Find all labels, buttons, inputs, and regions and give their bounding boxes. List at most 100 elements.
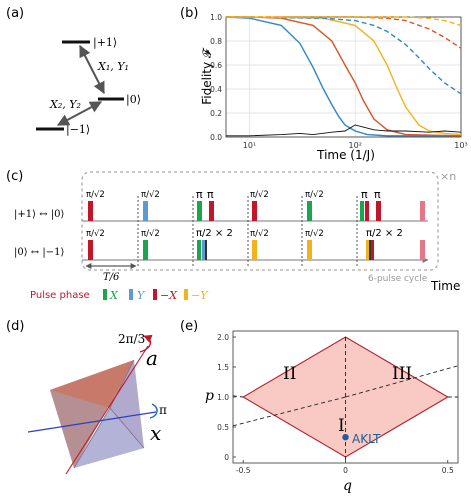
pulse-x: [360, 201, 364, 221]
pulse-label: π: [196, 188, 203, 201]
y-tick-label: 0.5: [217, 423, 229, 432]
pulse-end: [420, 201, 425, 221]
fidelity-x-ticks: 10¹ 10² 10³: [243, 141, 468, 150]
tetra-edge: [73, 407, 111, 469]
legend-label-x: X: [109, 289, 119, 302]
fidelity-series-line: [226, 124, 462, 137]
x-tick-label: 10³: [454, 141, 467, 150]
panel-c: (c) ×n 6-pulse cycle |+1⟩ ↔ |0⟩ |0⟩ ↔ |−…: [6, 169, 460, 302]
pulse-neg-x: [252, 201, 257, 221]
pulse-dark: [369, 240, 371, 260]
pulse-phase-legend: Pulse phase X Y −X −Y: [30, 289, 209, 302]
rotation-x-angle: π: [159, 403, 167, 417]
panel-b: (b) 1.0 0.8 0.6 0.4 0.2 0.0 10¹ 10² 10³ Fidelit…: [180, 6, 468, 162]
transition-1-arrow: [79, 44, 105, 95]
y-tick-label: 1.0: [210, 13, 222, 22]
pulse-label: π/√2: [250, 229, 269, 239]
pulse-neg-x: [371, 240, 374, 260]
panel-d: (d) 2π/3 a π x: [6, 319, 167, 475]
panel-e-tag: (e): [180, 319, 198, 334]
axis-a: [65, 345, 149, 475]
rotation-a-angle: 2π/3: [118, 332, 145, 346]
x-tick-label: -0.5: [236, 466, 251, 475]
cycle-separators: [137, 196, 358, 268]
panel-e: (e) -0.5 0 0.5 00.51.01.52.0 p q II III I …: [180, 319, 459, 494]
row1-pulses: [88, 201, 425, 221]
fidelity-series: [225, 16, 462, 137]
legend-swatch-x: [103, 289, 107, 300]
row2-pulse-labels: π/√2 π/√2 π/2 × 2 π/√2 π/√2 π/2 × 2: [86, 228, 403, 239]
pulse-y: [143, 201, 148, 221]
legend-label-neg-y: −Y: [191, 289, 209, 302]
level-minus1-label: |−1⟩: [66, 123, 90, 137]
pulse-neg-x: [88, 240, 93, 260]
x-tick-label: 10²: [349, 141, 362, 150]
fidelity-grid: [226, 16, 462, 138]
panel-c-tag: (c): [6, 169, 23, 184]
fidelity-plot-frame: [225, 16, 462, 138]
rotation-a-arrow: [139, 334, 153, 353]
legend-label-y: Y: [137, 289, 146, 302]
level-zero-label: |0⟩: [126, 93, 141, 107]
row1-label: |+1⟩ ↔ |0⟩: [14, 209, 64, 220]
row2-pulses: [88, 240, 425, 260]
phase-x-ticks: -0.5 0 0.5: [236, 460, 454, 475]
panel-a-tag: (a): [6, 6, 24, 21]
fidelity-series-line: [225, 16, 461, 137]
pulse-neg-x: [88, 201, 93, 221]
pulse-neg-x: [376, 201, 381, 221]
pulse-label: π/2 × 2: [196, 228, 233, 239]
fidelity-series-line: [226, 16, 462, 49]
panel-d-tag: (d): [6, 319, 24, 334]
y-tick-label: 2.0: [217, 333, 229, 342]
x-tick-label: 0.5: [442, 466, 454, 475]
legend-swatch-neg-y: [184, 289, 188, 300]
fidelity-series-line: [226, 16, 462, 27]
legend-swatch-y: [129, 289, 133, 300]
y-tick-label: 1.5: [217, 363, 229, 372]
pulse-x: [307, 201, 312, 221]
pulse-neg-x: [365, 201, 369, 221]
pulse-label: π: [374, 188, 381, 201]
pulse-neg-y: [307, 240, 312, 260]
phase-x-label: q: [343, 478, 352, 494]
level-plus1-label: |+1⟩: [93, 36, 117, 50]
y-tick-label: 1.0: [217, 393, 229, 402]
pulse-x: [143, 240, 148, 260]
y-tick-label: 0.8: [210, 37, 222, 46]
y-tick-label: 0.0: [210, 133, 222, 142]
pulse-label: π/√2: [250, 190, 269, 200]
phase-y-ticks: 0 0.5 1.0 1.5 2.0: [217, 333, 236, 462]
row2-label: |0⟩ ↔ |−1⟩: [14, 247, 64, 258]
legend-swatch-neg-x: [153, 289, 157, 300]
phase-boundary: [345, 365, 459, 398]
y-tick-label: 0.6: [210, 61, 222, 70]
pulse-label: π/√2: [86, 229, 105, 239]
rotation-x-axis: x: [150, 421, 161, 445]
tetra-edge: [109, 407, 145, 449]
panel-b-tag: (b): [180, 6, 198, 21]
fidelity-y-ticks: 1.0 0.8 0.6 0.4 0.2 0.0: [210, 13, 222, 142]
fidelity-y-label: Fidelity 𝓕: [200, 47, 214, 105]
pulse-label: π/√2: [86, 190, 105, 200]
aklt-label: AKLT: [352, 432, 381, 446]
y-tick-label: 0.2: [210, 109, 222, 118]
fidelity-series-line: [226, 16, 462, 95]
fidelity-x-label: Time (1/J): [316, 148, 375, 162]
pulse-label: π/√2: [141, 229, 160, 239]
legend-title: Pulse phase: [30, 290, 90, 301]
pulse-end: [420, 240, 425, 260]
region-III-label: III: [392, 364, 412, 384]
tetra-face-front: [74, 408, 144, 468]
pulse-neg-y: [252, 240, 257, 260]
pulse-neg-x: [209, 201, 214, 221]
pulse-y: [202, 240, 205, 260]
panel-a: (a) |+1⟩ |0⟩ |−1⟩ X₁, Y₁ X₂, Y₂: [6, 6, 141, 137]
cycle-label: 6-pulse cycle: [368, 274, 428, 284]
region-II-label: II: [283, 364, 296, 384]
region-I-label: I: [338, 416, 345, 436]
pulse-label: π: [207, 188, 214, 201]
aklt-point: [342, 434, 349, 441]
y-tick-label: 0.4: [210, 85, 222, 94]
pulse-label: π: [361, 188, 368, 201]
